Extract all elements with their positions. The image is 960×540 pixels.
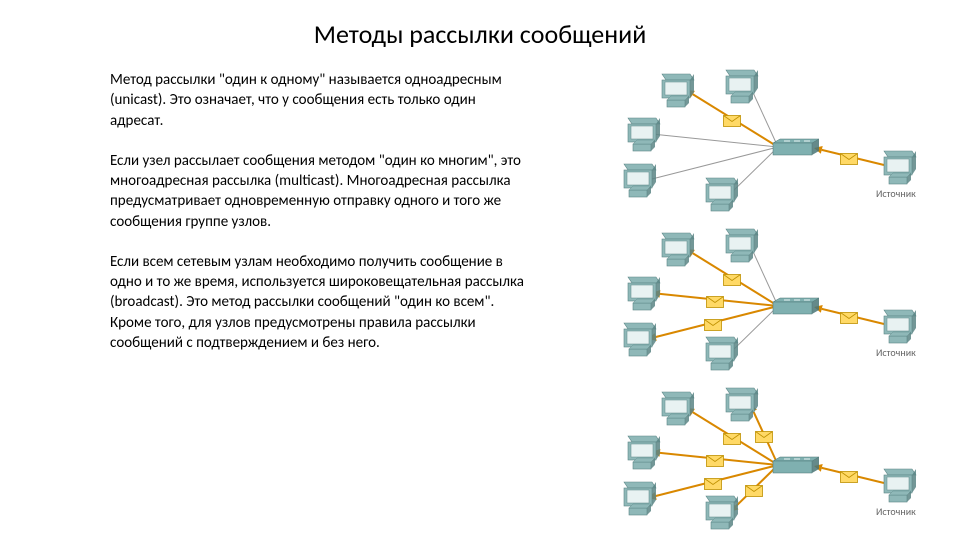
diagram-column: Источник	[560, 62, 940, 539]
diagram-broadcast: Источник	[560, 380, 940, 535]
paragraph-unicast: Метод рассылки "один к одному" называетс…	[110, 70, 530, 131]
paragraph-broadcast: Если всем сетевым узлам необходимо получ…	[110, 252, 530, 353]
computer-icon	[618, 160, 658, 200]
switch-icon	[770, 455, 822, 477]
source-label: Источник	[876, 187, 916, 200]
diagram-unicast: Источник	[560, 62, 940, 217]
computer-icon	[720, 225, 760, 265]
computer-icon	[656, 70, 696, 110]
source-computer-icon	[878, 465, 918, 505]
computer-icon	[656, 229, 696, 269]
computer-icon	[656, 388, 696, 428]
switch-icon	[770, 296, 822, 318]
envelope-icon	[745, 483, 763, 495]
diagram-multicast: Источник	[560, 221, 940, 376]
computer-icon	[700, 174, 740, 214]
computer-icon	[618, 478, 658, 518]
computer-icon	[720, 384, 760, 424]
envelope-icon	[755, 429, 773, 441]
envelope-icon	[840, 310, 858, 322]
source-computer-icon	[878, 147, 918, 187]
computer-icon	[618, 319, 658, 359]
envelope-icon	[706, 294, 724, 306]
computer-icon	[622, 432, 662, 472]
source-computer-icon	[878, 306, 918, 346]
text-column: Метод рассылки "один к одному" называетс…	[110, 70, 530, 373]
envelope-icon	[723, 272, 741, 284]
source-label: Источник	[876, 505, 916, 518]
computer-icon	[700, 333, 740, 373]
paragraph-multicast: Если узел рассылает сообщения методом "о…	[110, 151, 530, 232]
envelope-icon	[706, 453, 724, 465]
computer-icon	[700, 492, 740, 532]
envelope-icon	[840, 151, 858, 163]
envelope-icon	[840, 469, 858, 481]
switch-icon	[770, 137, 822, 159]
page-title: Методы рассылки сообщений	[0, 18, 960, 50]
computer-icon	[720, 66, 760, 106]
computer-icon	[622, 273, 662, 313]
envelope-icon	[704, 476, 722, 488]
source-label: Источник	[876, 346, 916, 359]
computer-icon	[622, 114, 662, 154]
envelope-icon	[704, 317, 722, 329]
envelope-icon	[723, 431, 741, 443]
envelope-icon	[723, 113, 741, 125]
